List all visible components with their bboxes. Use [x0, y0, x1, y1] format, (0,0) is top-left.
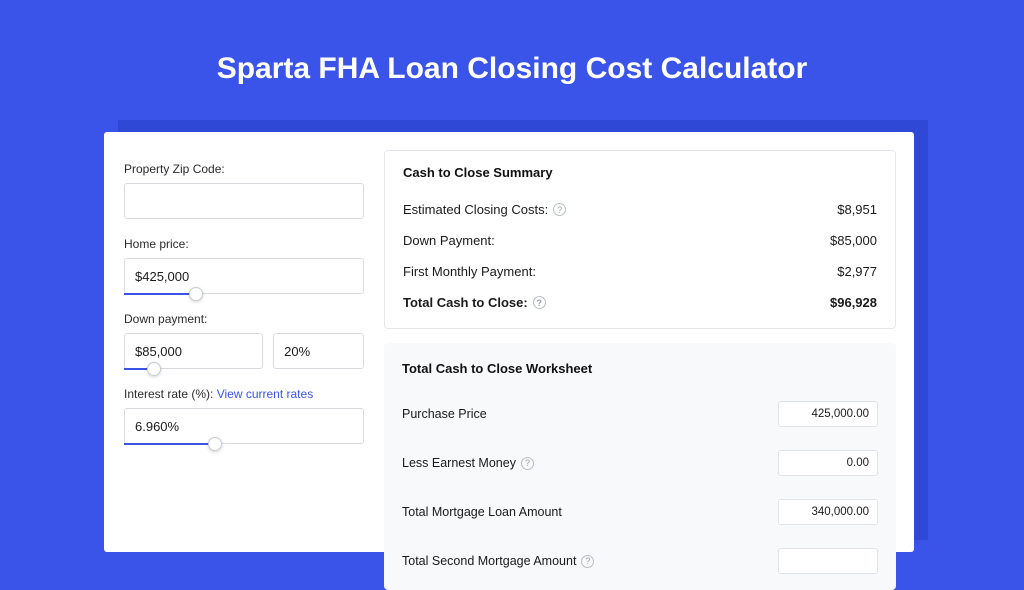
calculator-card: Property Zip Code: Home price: Down paym…: [104, 132, 914, 552]
worksheet-label: Total Mortgage Loan Amount: [402, 505, 562, 519]
interest-slider[interactable]: [124, 443, 364, 445]
help-icon[interactable]: ?: [581, 555, 594, 568]
summary-box: Cash to Close Summary Estimated Closing …: [384, 150, 896, 329]
home-price-field-group: Home price:: [124, 237, 364, 294]
summary-title: Cash to Close Summary: [403, 165, 877, 180]
zip-label: Property Zip Code:: [124, 162, 364, 176]
results-pane: Cash to Close Summary Estimated Closing …: [384, 132, 914, 552]
zip-field-group: Property Zip Code:: [124, 162, 364, 219]
summary-value: $96,928: [830, 295, 877, 310]
worksheet-label: Purchase Price: [402, 407, 487, 421]
view-rates-link[interactable]: View current rates: [217, 387, 314, 401]
home-price-slider-thumb[interactable]: [189, 287, 203, 301]
help-icon[interactable]: ?: [533, 296, 546, 309]
interest-slider-thumb[interactable]: [208, 437, 222, 451]
worksheet-input-second-mortgage[interactable]: [778, 548, 878, 574]
home-price-input[interactable]: [124, 258, 364, 294]
worksheet-box: Total Cash to Close Worksheet Purchase P…: [384, 343, 896, 590]
help-icon[interactable]: ?: [521, 457, 534, 470]
summary-label: Total Cash to Close:: [403, 295, 528, 310]
help-icon[interactable]: ?: [553, 203, 566, 216]
summary-label: Down Payment:: [403, 233, 495, 248]
summary-label: First Monthly Payment:: [403, 264, 536, 279]
down-payment-field-group: Down payment:: [124, 312, 364, 369]
worksheet-row-mortgage-amount: Total Mortgage Loan Amount: [402, 492, 878, 541]
down-payment-slider-thumb[interactable]: [147, 362, 161, 376]
worksheet-row-second-mortgage: Total Second Mortgage Amount ?: [402, 541, 878, 590]
interest-input[interactable]: [124, 408, 364, 444]
home-price-slider-fill: [124, 293, 196, 295]
worksheet-label: Less Earnest Money: [402, 456, 516, 470]
page-title: Sparta FHA Loan Closing Cost Calculator: [0, 0, 1024, 86]
summary-row-closing-costs: Estimated Closing Costs: ? $8,951: [403, 194, 877, 225]
worksheet-input-purchase-price[interactable]: [778, 401, 878, 427]
interest-slider-fill: [124, 443, 215, 445]
summary-row-first-payment: First Monthly Payment: $2,977: [403, 256, 877, 287]
summary-label: Estimated Closing Costs:: [403, 202, 548, 217]
worksheet-title: Total Cash to Close Worksheet: [402, 361, 878, 376]
interest-field-group: Interest rate (%): View current rates: [124, 387, 364, 444]
worksheet-row-earnest: Less Earnest Money ?: [402, 443, 878, 492]
down-payment-pct-input[interactable]: [273, 333, 364, 369]
down-payment-slider[interactable]: [124, 368, 275, 370]
home-price-label: Home price:: [124, 237, 364, 251]
summary-row-down-payment: Down Payment: $85,000: [403, 225, 877, 256]
summary-value: $2,977: [837, 264, 877, 279]
summary-row-total: Total Cash to Close: ? $96,928: [403, 287, 877, 318]
down-payment-input[interactable]: [124, 333, 263, 369]
zip-input[interactable]: [124, 183, 364, 219]
down-payment-label: Down payment:: [124, 312, 364, 326]
inputs-pane: Property Zip Code: Home price: Down paym…: [104, 132, 384, 552]
summary-value: $85,000: [830, 233, 877, 248]
interest-label: Interest rate (%): View current rates: [124, 387, 364, 401]
home-price-slider[interactable]: [124, 293, 364, 295]
interest-label-text: Interest rate (%):: [124, 387, 217, 401]
worksheet-label: Total Second Mortgage Amount: [402, 554, 576, 568]
summary-value: $8,951: [837, 202, 877, 217]
worksheet-row-purchase-price: Purchase Price: [402, 394, 878, 443]
worksheet-input-earnest[interactable]: [778, 450, 878, 476]
worksheet-input-mortgage-amount[interactable]: [778, 499, 878, 525]
